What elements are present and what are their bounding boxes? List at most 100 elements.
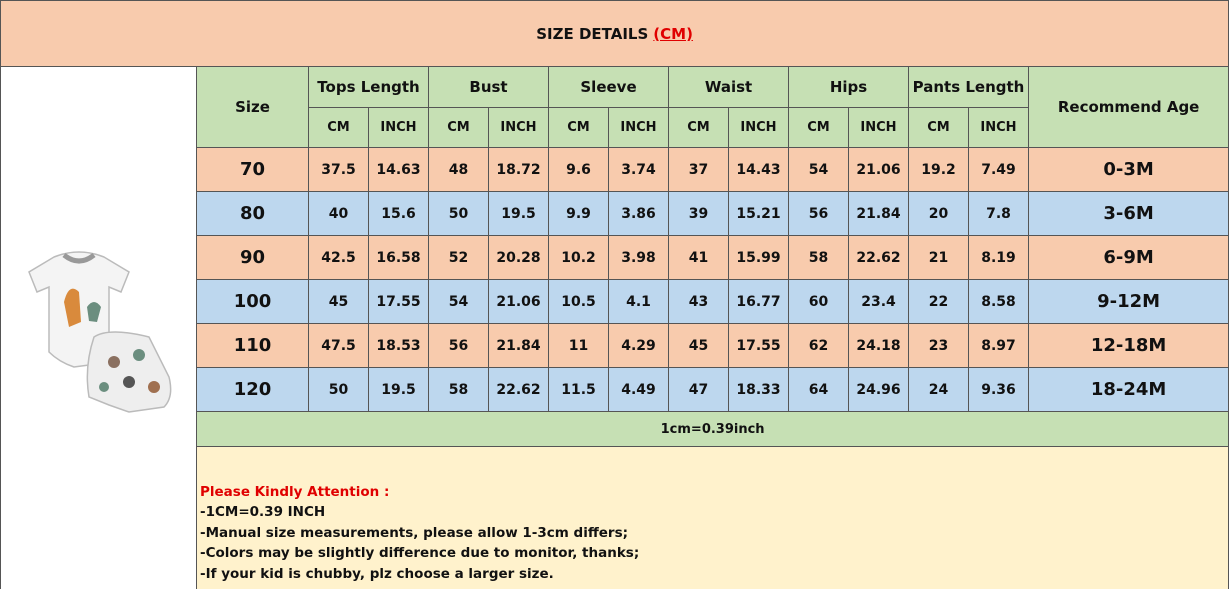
data-cell: 11.5 [548, 367, 609, 412]
data-cell: 47.5 [308, 323, 369, 368]
data-cell: 120 [196, 367, 309, 412]
subheader-cell: INCH [368, 107, 429, 148]
data-cell: 14.43 [728, 147, 789, 192]
data-cell: 90 [196, 235, 309, 280]
note-row: 1cm=0.39inch [1, 411, 1230, 447]
data-cell: 10.2 [548, 235, 609, 280]
data-row: 120 50 19.5 58 22.62 11.5 4.49 47 18.33 64 24.96 24… [0, 367, 1230, 412]
data-cell: 14.63 [368, 147, 429, 192]
attention-cell: Please Kindly Attention : -1CM=0.39 INCH -… [195, 446, 1230, 589]
data-cell: 23 [908, 323, 969, 368]
subheader-cell: INCH [608, 107, 669, 148]
data-cell: 21.84 [848, 191, 909, 236]
attention-line: -Manual size measurements, please allow … [200, 524, 629, 541]
data-cell: 15.6 [368, 191, 429, 236]
data-cell: 22.62 [488, 367, 549, 412]
data-cell: 20.28 [488, 235, 549, 280]
data-cell: 22.62 [848, 235, 909, 280]
header-cell: Pants Length [908, 66, 1029, 108]
header-cell: Recommend Age [1027, 66, 1230, 148]
data-cell: 8.19 [968, 235, 1029, 280]
data-cell: 7.8 [968, 191, 1029, 236]
data-cell: 19.2 [908, 147, 969, 192]
attention-row: Please Kindly Attention : -1CM=0.39 INCH -… [1, 446, 1230, 589]
data-row: 80 40 15.6 50 19.5 9.9 3.86 39 15.21 56 21.84 20 7.8… [0, 191, 1230, 236]
data-cell: 9.9 [548, 191, 609, 236]
data-cell: 21 [908, 235, 969, 280]
data-cell: 21.06 [848, 147, 909, 192]
data-cell: 11 [548, 323, 609, 368]
data-cell: 16.77 [728, 279, 789, 324]
data-cell: 21.06 [488, 279, 549, 324]
data-cell: 48 [428, 147, 489, 192]
data-cell: 4.1 [608, 279, 669, 324]
data-cell: 24 [908, 367, 969, 412]
data-cell: 9.36 [968, 367, 1029, 412]
title: SIZE DETAILS [536, 24, 649, 43]
data-cell: 47 [668, 367, 729, 412]
data-cell: 15.99 [728, 235, 789, 280]
data-cell: 50 [428, 191, 489, 236]
title-cell: SIZE DETAILS (CM) [0, 0, 1230, 67]
data-cell: 10.5 [548, 279, 609, 324]
data-cell: 3.86 [608, 191, 669, 236]
subheader-cell: CM [908, 107, 969, 148]
data-cell: 18-24M [1027, 367, 1230, 412]
data-cell: 3-6M [1027, 191, 1230, 236]
data-cell: 110 [196, 323, 309, 368]
header-cell: Hips [788, 66, 909, 108]
data-cell: 19.5 [368, 367, 429, 412]
data-cell: 3.74 [608, 147, 669, 192]
data-cell: 58 [788, 235, 849, 280]
subheader-cell: INCH [968, 107, 1029, 148]
data-cell: 20 [908, 191, 969, 236]
data-cell: 24.96 [848, 367, 909, 412]
data-cell: 18.33 [728, 367, 789, 412]
data-cell: 45 [668, 323, 729, 368]
data-row: 90 42.5 16.58 52 20.28 10.2 3.98 41 15.99 58 22.62… [0, 235, 1230, 280]
data-cell: 62 [788, 323, 849, 368]
subheader-cell: INCH [848, 107, 909, 148]
note-cell: 1cm=0.39inch [195, 411, 1230, 447]
data-cell: 50 [308, 367, 369, 412]
data-cell: 19.5 [488, 191, 549, 236]
data-cell: 12-18M [1027, 323, 1230, 368]
data-cell: 4.49 [608, 367, 669, 412]
subheader-cell: CM [308, 107, 369, 148]
attention-line: -If your kid is chubby, plz choose a lar… [200, 565, 554, 582]
data-cell: 54 [788, 147, 849, 192]
subheader-cell: INCH [488, 107, 549, 148]
subheader-row: CM INCH CM INCH CM INCH CM INCH CM INCH CM INCH [1, 107, 1229, 148]
data-cell: 42.5 [308, 235, 369, 280]
data-row: 110 47.5 18.53 56 21.84 11 4.29 45 17.55 62 24.18 2… [0, 323, 1230, 368]
data-cell: 21.84 [488, 323, 549, 368]
data-cell: 8.58 [968, 279, 1029, 324]
data-cell: 18.53 [368, 323, 429, 368]
data-row: 100 45 17.55 54 21.06 10.5 4.1 43 16.77 60 23.4 22 8… [0, 279, 1230, 324]
data-cell: 52 [428, 235, 489, 280]
data-cell: 41 [668, 235, 729, 280]
attention-line: -Colors may be slightly difference due t… [200, 545, 640, 561]
subheader-cell: CM [668, 107, 729, 148]
data-cell: 4.29 [608, 323, 669, 368]
product-image [27, 251, 171, 413]
title-row: SIZE DETAILS (CM) [0, 0, 1230, 67]
header-cell: Bust [428, 66, 549, 108]
data-cell: 58 [428, 367, 489, 412]
data-cell: 18.72 [488, 147, 549, 192]
data-cell: 56 [788, 191, 849, 236]
title-unit: (CM) [653, 24, 693, 43]
subheader-cell: INCH [728, 107, 789, 148]
header-cell: Tops Length [308, 66, 429, 108]
header-row: Size Tops Length Bust Sleeve Waist Hips Pants … [0, 66, 1230, 589]
data-cell: 7.49 [968, 147, 1029, 192]
data-cell: 22 [908, 279, 969, 324]
data-cell: 100 [196, 279, 309, 324]
attention-heading: Please Kindly Attention : [200, 483, 390, 500]
product-image-cell [0, 66, 197, 589]
data-cell: 54 [428, 279, 489, 324]
data-cell: 3.98 [608, 235, 669, 280]
data-cell: 70 [196, 147, 309, 192]
header-cell: Waist [668, 66, 789, 108]
